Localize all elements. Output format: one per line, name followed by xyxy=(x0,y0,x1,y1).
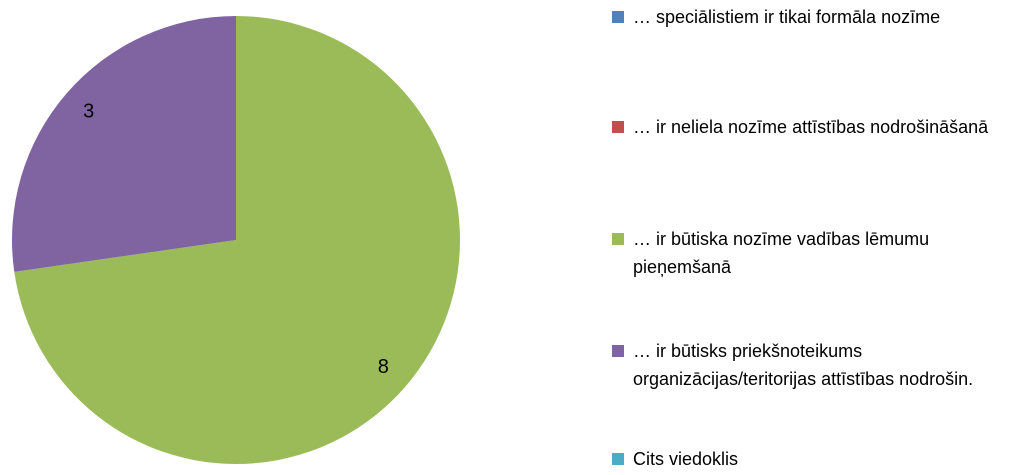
legend-swatch xyxy=(612,453,624,465)
data-label: 8 xyxy=(378,356,389,378)
legend-label: Cits viedoklis xyxy=(633,449,739,469)
legend-swatch xyxy=(612,233,624,245)
legend-item: … ir neliela nozīme attīstības nodrošinā… xyxy=(612,113,1022,141)
legend-label: … speciālistiem ir tikai formāla nozīme xyxy=(633,7,941,27)
legend-swatch xyxy=(612,11,624,23)
legend-item: Cits viedoklis xyxy=(612,445,1022,473)
legend-label: … ir būtiska nozīme vadības lēmumu pieņe… xyxy=(633,229,930,277)
legend-item: … ir būtisks priekšnoteikums organizācij… xyxy=(612,337,1022,393)
data-label: 3 xyxy=(83,101,94,123)
pie-slice xyxy=(11,16,237,272)
legend-label: … ir neliela nozīme attīstības nodrošinā… xyxy=(633,117,989,137)
legend-swatch xyxy=(612,121,624,133)
legend-label: … ir būtisks priekšnoteikums organizācij… xyxy=(633,341,974,389)
pie-slice xyxy=(14,16,460,464)
legend-item: … ir būtiska nozīme vadības lēmumu pieņe… xyxy=(612,225,1022,281)
legend-swatch xyxy=(612,345,624,357)
legend-item: … speciālistiem ir tikai formāla nozīme xyxy=(612,3,1022,31)
pie-area: 83 xyxy=(11,16,460,464)
